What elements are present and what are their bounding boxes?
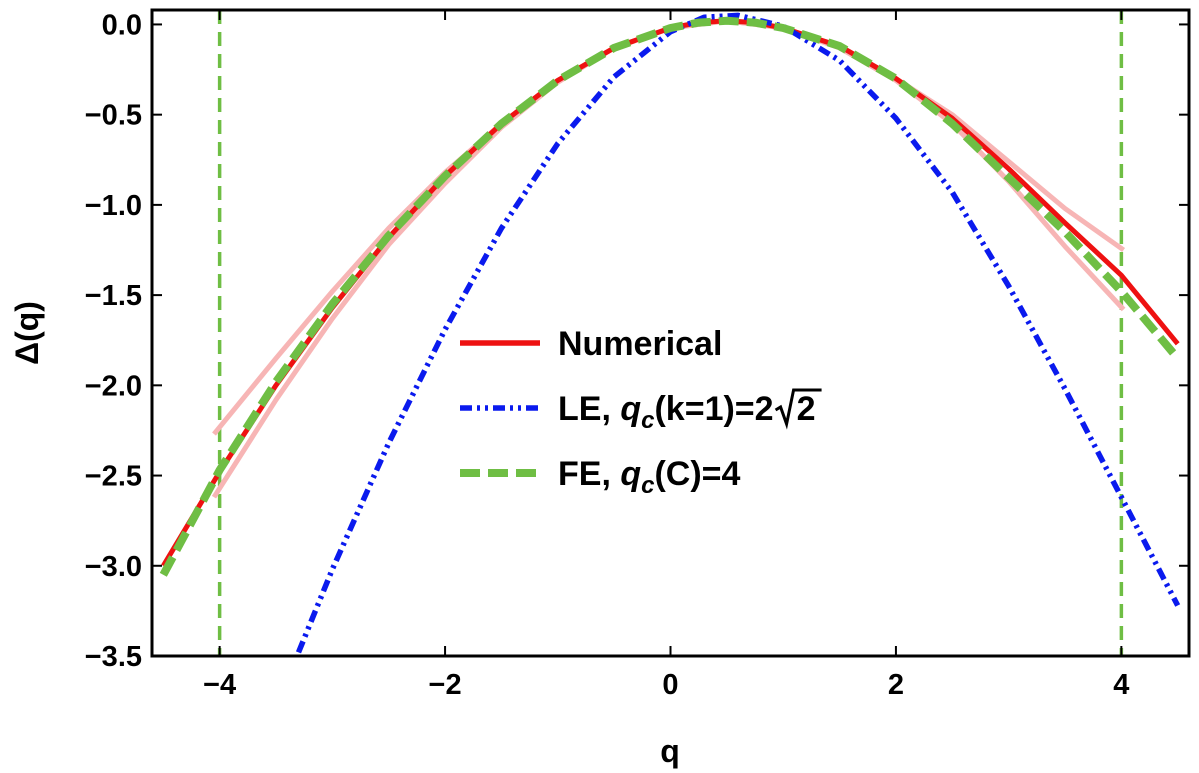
legend-sqrt-sign xyxy=(774,388,822,430)
x-axis-title: q xyxy=(660,733,680,769)
vertical-reference-lines xyxy=(217,10,1124,656)
axis-ticks: −4 −2 0 2 4 0.0 −0.5 −1.0 −1.5 −2.0 −2.5 −3.0 −3.5 xyxy=(85,9,1189,701)
x-tick-label-2: 0 xyxy=(662,669,678,701)
series-layer xyxy=(159,12,1181,654)
y-tick-label-3: −1.5 xyxy=(85,280,142,312)
x-tick-label-0: −4 xyxy=(203,669,236,701)
series-line-4 xyxy=(159,16,1181,577)
series-line-3 xyxy=(295,12,1181,654)
series-line-1 xyxy=(212,18,1126,436)
y-tick-label-5: −2.5 xyxy=(85,461,142,493)
y-tick-label-6: −3.0 xyxy=(85,551,142,583)
legend-label-1: LE, qc(k=1)=2 xyxy=(558,390,774,434)
y-tick-label-1: −0.5 xyxy=(85,100,142,132)
y-tick-label-0: 0.0 xyxy=(102,9,142,41)
y-tick-label-2: −1.0 xyxy=(85,190,142,222)
y-tick-label-4: −2.0 xyxy=(85,370,142,402)
x-tick-label-4: 4 xyxy=(1113,669,1129,701)
y-tick-label-7: −3.5 xyxy=(85,641,142,673)
x-tick-label-1: −2 xyxy=(429,669,462,701)
legend-label-2: FE, qc(C)=4 xyxy=(558,455,741,499)
legend-label-0: Numerical xyxy=(558,325,722,363)
y-axis-title: Δ(q) xyxy=(9,301,45,365)
x-tick-label-3: 2 xyxy=(888,669,904,701)
legend: Numerical LE, qc(k=1)=2 2 FE, qc(C)=4 xyxy=(460,325,822,499)
legend-sqrt-radicand: 2 xyxy=(797,390,816,428)
